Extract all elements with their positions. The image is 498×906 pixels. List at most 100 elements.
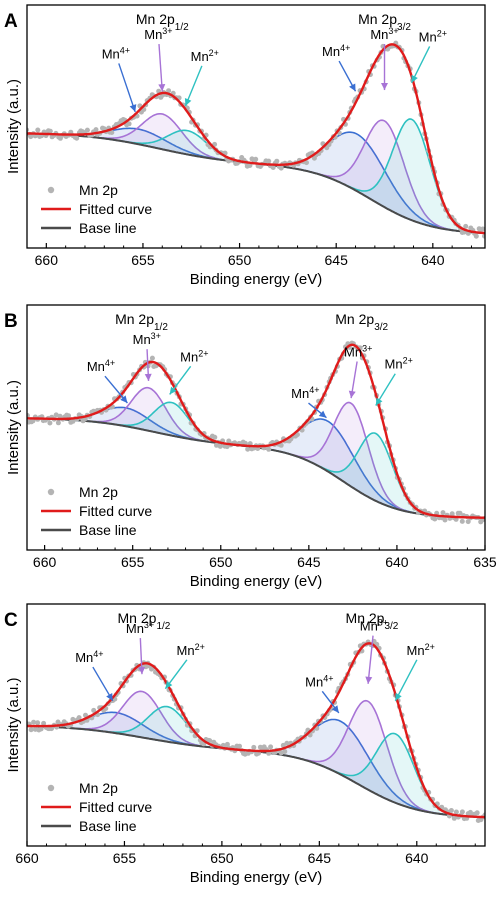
legend: Mn 2p Fitted curve Base line: [41, 780, 152, 834]
data-point: [282, 749, 288, 754]
arrow-shaft: [158, 43, 163, 92]
data-point: [93, 127, 99, 133]
x-tick-label: 650: [228, 252, 252, 268]
x-tick-label: 640: [385, 554, 409, 570]
legend-label-data: Mn 2p: [79, 182, 118, 198]
data-point: [47, 420, 53, 426]
panel-b: 660 655 650 645 640 635 Binding energy (eV) Int…: [4, 304, 497, 590]
data-point: [449, 511, 455, 517]
arrow-head: [138, 667, 146, 675]
component-fill-mn2plus-5: [27, 418, 485, 518]
panel-a: 660 655 650 645 640 Binding energy (eV) Intens…: [4, 4, 486, 288]
data-point: [31, 719, 37, 725]
arrow-head: [318, 410, 327, 418]
legend-label-baseline: Base line: [79, 818, 137, 834]
component-fill-mn2plus-5: [27, 726, 485, 818]
arrow-head: [158, 84, 166, 92]
ion-label-2plus: Mn2+: [385, 356, 413, 372]
x-axis-label: Binding energy (eV): [190, 869, 323, 886]
ion-label-4plus: Mn4+: [87, 358, 115, 374]
component-fill-mn3plus-4: [27, 700, 485, 818]
x-tick-label: 655: [113, 850, 137, 866]
data-point: [35, 127, 41, 133]
component-fill-mn4plus-0: [27, 407, 485, 518]
ion-label-3plus: Mn3+: [133, 331, 161, 347]
legend-marker-data: [47, 488, 55, 496]
legend-label-baseline: Base line: [79, 220, 137, 236]
legend: Mn 2p Fitted curve Base line: [41, 182, 152, 236]
peak-label-1-2: Mn 2p1/2: [115, 311, 168, 333]
component-fill-mn3plus-4: [27, 402, 485, 518]
ion-label-2plus: Mn2+: [180, 348, 208, 364]
x-tick-label: 645: [325, 252, 349, 268]
ion-label-2plus: Mn2+: [191, 48, 219, 64]
arrow-head: [184, 98, 192, 106]
data-point: [74, 135, 80, 141]
panel-letter: C: [4, 610, 18, 631]
data-point: [480, 226, 485, 232]
plot-area: [27, 340, 485, 525]
legend-label-fitted: Fitted curve: [79, 503, 152, 519]
y-axis-label: Intensity (a.u.): [5, 380, 22, 475]
component-fill-mn3plus-1: [27, 387, 485, 518]
peak-label-3-2: Mn 2p3/2: [335, 311, 388, 333]
fitted-curve: [27, 642, 485, 819]
arrow-head: [348, 390, 356, 399]
component-line-mn4plus-0: [27, 406, 485, 519]
x-tick-label: 640: [421, 252, 445, 268]
ion-label-3plus: Mn3+: [370, 26, 398, 42]
y-axis-label: Intensity (a.u.): [5, 677, 22, 772]
fitted-curve: [27, 43, 485, 235]
ion-label-3plus: Mn3+: [144, 26, 172, 42]
data-point: [35, 720, 41, 726]
arrow-head: [144, 373, 152, 381]
x-tick-label: 640: [405, 850, 429, 866]
data-point: [38, 726, 44, 732]
legend-label-fitted: Fitted curve: [79, 201, 152, 217]
peak-label-1-2: Mn 2p1/2: [118, 610, 171, 632]
x-axis-label: Binding energy (eV): [190, 271, 323, 288]
legend-marker-data: [47, 784, 55, 792]
data-point: [207, 738, 213, 744]
ion-label-2plus: Mn2+: [177, 642, 205, 658]
arrow-head: [331, 705, 339, 713]
ion-label-2plus: Mn2+: [419, 28, 447, 44]
arrow-head: [106, 692, 113, 701]
data-point: [440, 510, 446, 516]
data-point: [84, 127, 90, 133]
arrow-head: [120, 395, 128, 403]
x-tick-label: 660: [35, 252, 59, 268]
arrow-head: [169, 386, 177, 395]
ion-label-4plus: Mn4+: [291, 385, 319, 401]
data-point: [166, 88, 172, 94]
arrow-shaft: [367, 635, 374, 684]
x-tick-label: 650: [210, 850, 234, 866]
ion-label-2plus: Mn2+: [407, 642, 435, 658]
arrow-head: [349, 83, 356, 92]
peak-label-3-2: Mn 2p3/2: [346, 610, 399, 632]
data-point: [149, 355, 155, 361]
component-fill-mn4plus-3: [27, 418, 485, 518]
data-point: [245, 446, 251, 452]
data-point: [482, 233, 485, 239]
data-point: [266, 158, 272, 164]
ion-label-3plus: Mn3+: [126, 620, 154, 636]
ion-label-4plus: Mn4+: [102, 45, 130, 61]
data-point: [226, 438, 232, 444]
data-point: [76, 715, 82, 721]
data-point: [237, 743, 242, 749]
data-point: [278, 442, 284, 448]
data-point: [432, 516, 438, 522]
plot-frame: [26, 603, 486, 847]
component-fill-mn2plus-5: [27, 119, 485, 234]
ion-label-3plus: Mn3+: [344, 343, 372, 359]
legend-label-baseline: Base line: [79, 522, 137, 538]
legend-label-data: Mn 2p: [79, 780, 118, 796]
plot-area: [27, 638, 485, 823]
data-point: [212, 434, 218, 440]
x-tick-label: 655: [131, 252, 155, 268]
peak-label-3-2: Mn 2p3/2: [358, 11, 411, 33]
arrow-head: [129, 104, 137, 112]
plot-area: [27, 40, 485, 239]
data-point: [453, 809, 459, 815]
